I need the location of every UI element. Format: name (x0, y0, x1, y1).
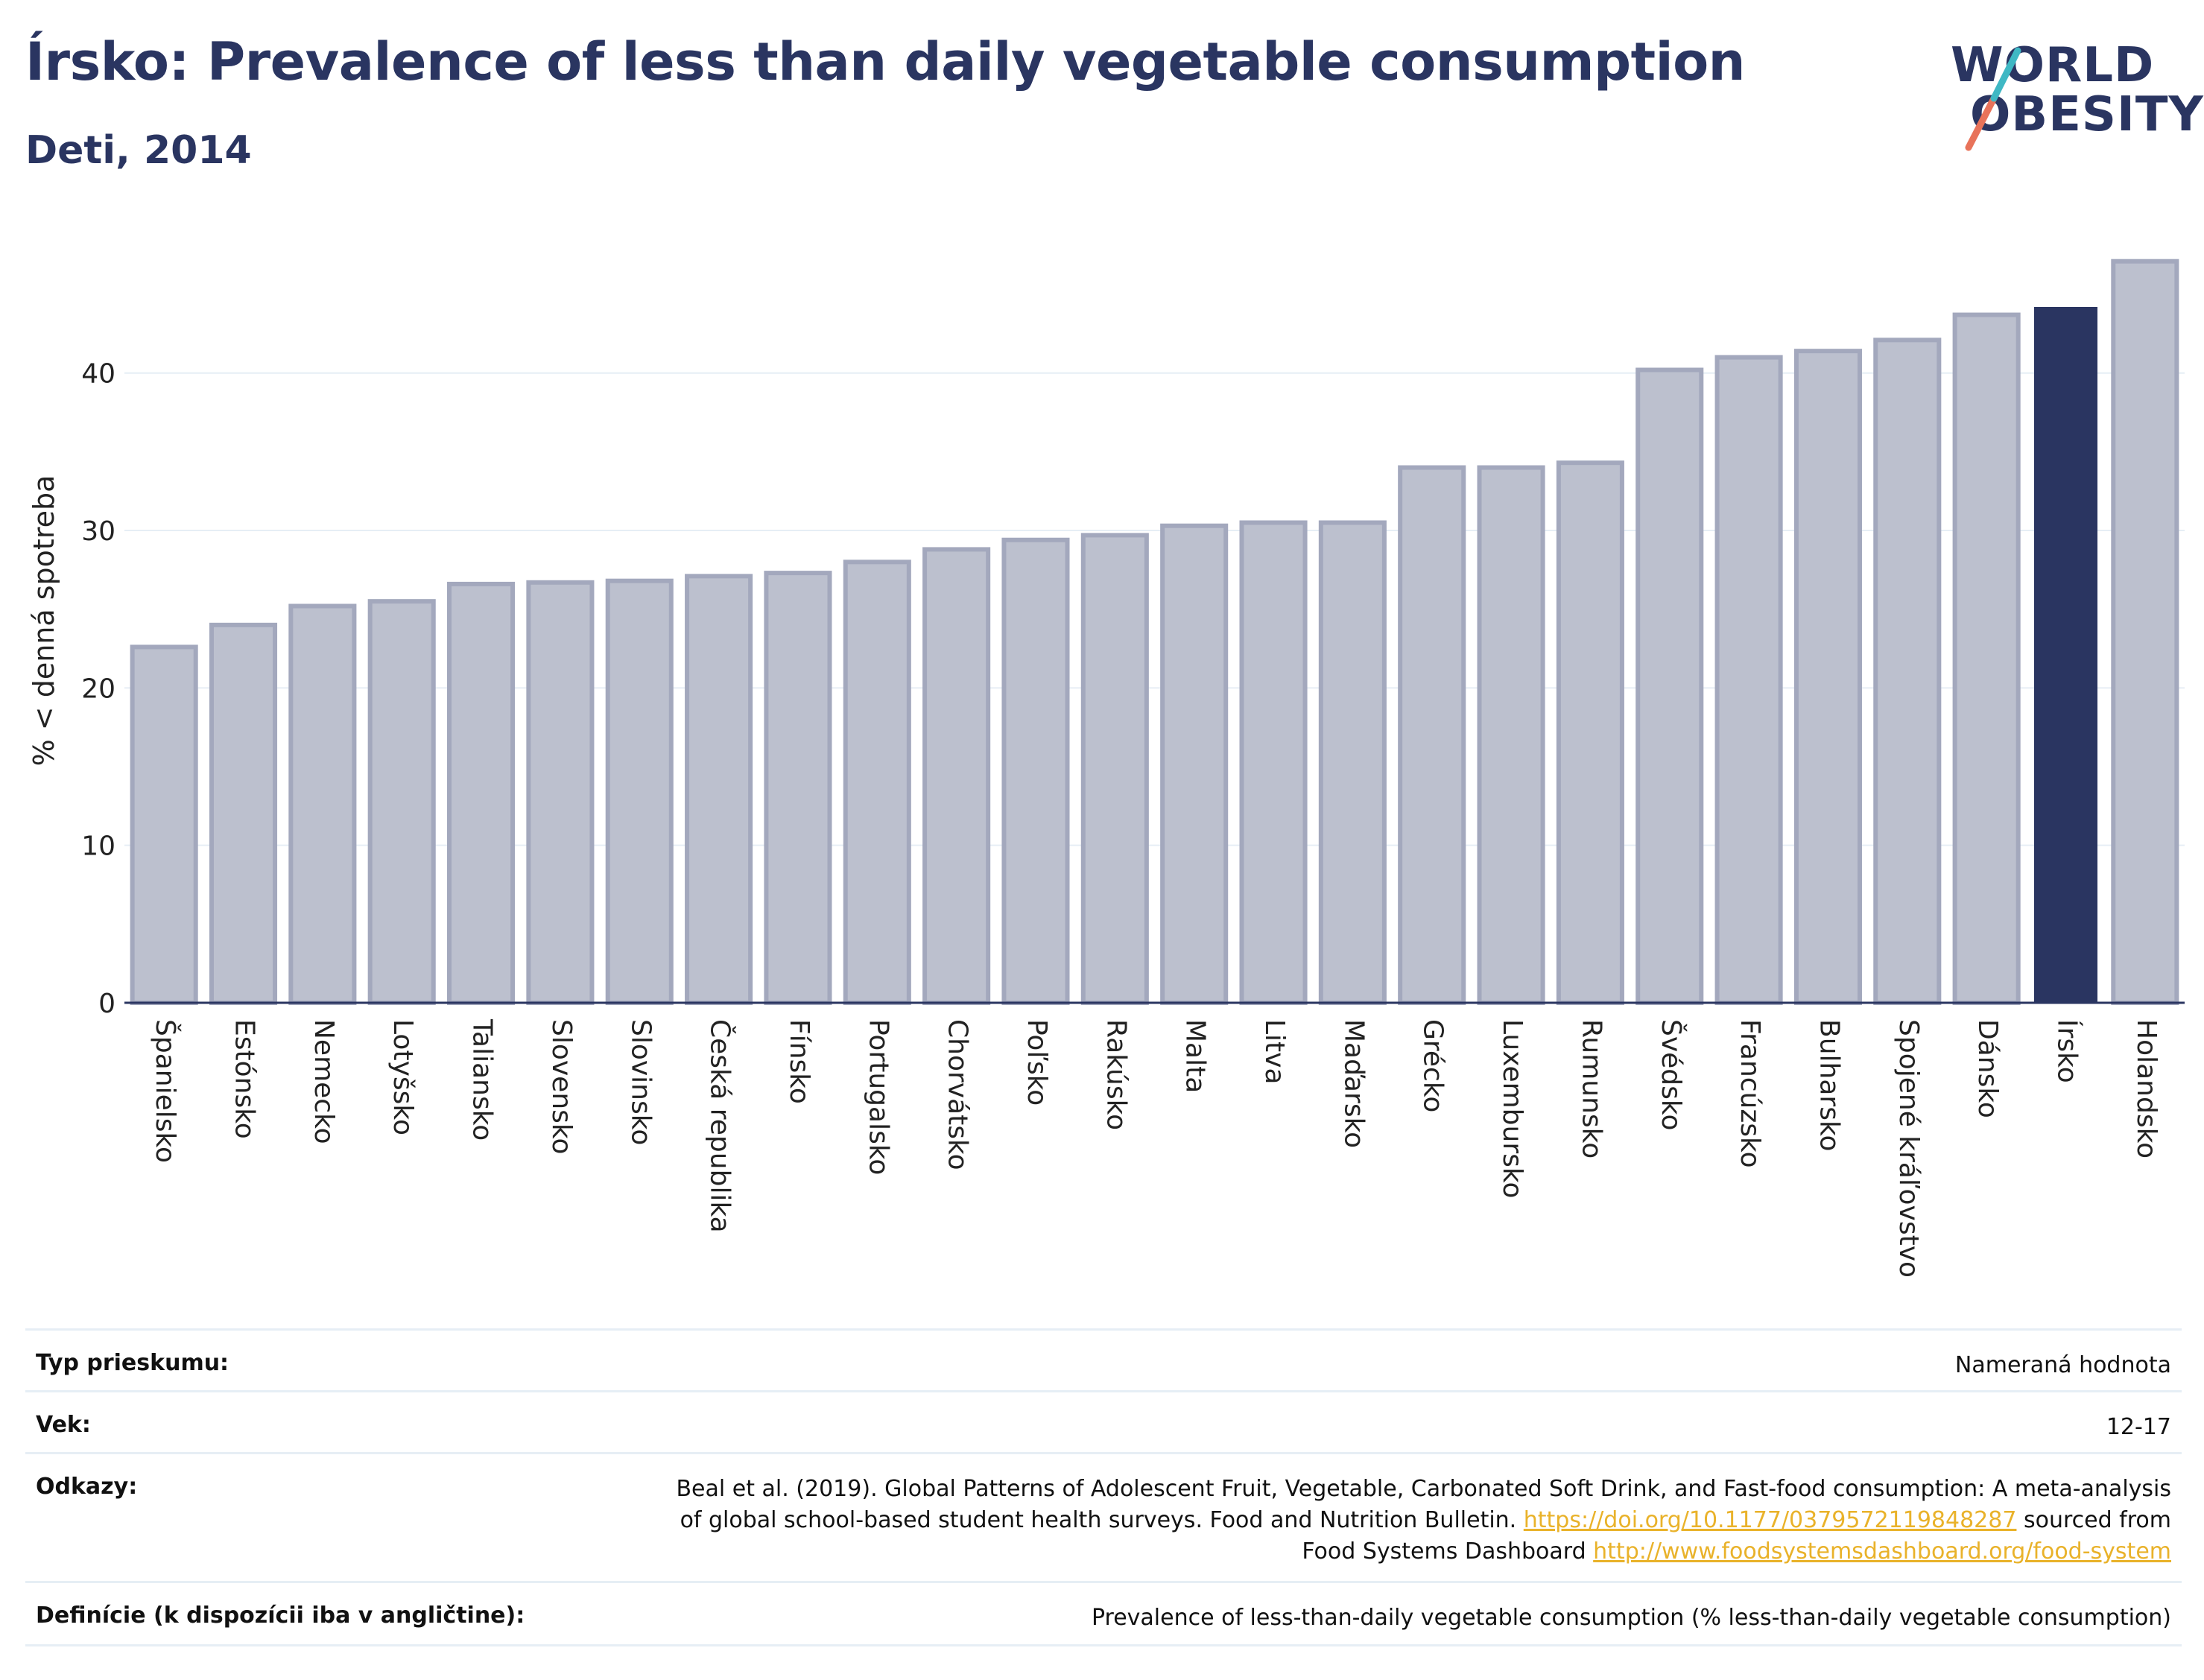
info-table: Typ prieskumu: Nameraná hodnota Vek: 12-… (25, 1328, 2182, 1646)
x-tick-label: Portugalsko (863, 1019, 893, 1175)
x-tick-label: Dánsko (1972, 1019, 2003, 1118)
bar (130, 644, 198, 1005)
y-tick-label: 10 (81, 831, 115, 862)
x-tick-label: Chorvátsko (943, 1019, 973, 1170)
y-axis-ticks: 0 10 20 30 40 (81, 359, 115, 1019)
x-tick-label: Luxembursko (1497, 1019, 1527, 1198)
bar-chart: 0 10 20 30 40 Španielsko Estónsko Nemecko Lotyš… (28, 259, 2185, 1278)
x-tick-label: Maďarsko (1338, 1019, 1369, 1148)
x-tick-label: Švédsko (1656, 1019, 1687, 1131)
x-tick-label: Litva (1259, 1019, 1290, 1085)
age-value: 12-17 (2106, 1414, 2171, 1440)
bar (1556, 460, 1624, 1005)
x-tick-label: Rumunsko (1576, 1019, 1606, 1158)
y-tick-label: 0 (98, 989, 115, 1019)
x-tick-label: Malta (1180, 1019, 1211, 1093)
x-tick-label: Írsko (2051, 1019, 2083, 1083)
bar (764, 571, 832, 1005)
chart-subtitle: Deti, 2014 (25, 128, 252, 173)
chart-title: Írsko: Prevalence of less than daily veg… (25, 31, 1746, 92)
x-tick-label: Španielsko (150, 1019, 181, 1163)
bar (2033, 306, 2098, 1003)
bar (1239, 520, 1308, 1005)
x-tick-label: Spojené kráľovstvo (1893, 1019, 1924, 1278)
bar (685, 574, 753, 1005)
bar (1635, 367, 1704, 1005)
logo-text-obesity: OBESITY (1970, 87, 2204, 142)
x-tick-label: Slovinsko (625, 1019, 656, 1145)
bar (1793, 349, 1862, 1005)
x-tick-label: Slovensko (546, 1019, 577, 1155)
info-row-references: Odkazy: Beal et al. (2019). Global Patte… (25, 1452, 2182, 1581)
bar (1477, 465, 1545, 1005)
bar (922, 547, 991, 1005)
references-line-1: Beal et al. (2019). Global Patterns of A… (676, 1476, 2171, 1502)
bar (1873, 337, 1942, 1005)
references-line-2-suffix: sourced from (2016, 1507, 2171, 1533)
logo-slash-icon (1965, 47, 2021, 151)
x-tick-label: Česká republika (705, 1019, 736, 1233)
bar (447, 581, 516, 1005)
info-row-age: Vek: 12-17 (25, 1390, 2182, 1452)
references-value: Beal et al. (2019). Global Patterns of A… (676, 1474, 2171, 1568)
age-label: Vek: (36, 1412, 91, 1438)
x-axis-labels: Španielsko Estónsko Nemecko Lotyšsko Talians… (150, 1018, 2162, 1278)
x-tick-label: Lotyšsko (387, 1019, 418, 1135)
info-row-survey-type: Typ prieskumu: Nameraná hodnota (25, 1328, 2182, 1390)
bar (526, 580, 595, 1005)
bar (209, 622, 278, 1006)
references-label: Odkazy: (36, 1474, 138, 1500)
bar (1398, 465, 1466, 1005)
y-tick-label: 40 (81, 359, 115, 390)
bar (367, 599, 436, 1005)
bar (605, 578, 674, 1005)
definitions-label: Definície (k dispozícii iba v angličtine… (36, 1603, 525, 1629)
bar (1714, 355, 1783, 1005)
bar (288, 603, 357, 1005)
y-tick-label: 20 (81, 673, 115, 704)
bar (1318, 520, 1387, 1005)
bar (2111, 259, 2179, 1005)
info-row-definitions: Definície (k dispozícii iba v angličtine… (25, 1581, 2182, 1646)
x-tick-label: Fínsko (784, 1019, 814, 1104)
x-tick-label: Grécko (1418, 1019, 1448, 1112)
y-axis-label: % < denná spotreba (28, 475, 60, 767)
logo-text-world: WORLD (1951, 38, 2155, 93)
bar (1160, 523, 1229, 1005)
x-tick-label: Bulharsko (1814, 1019, 1844, 1152)
bars (130, 259, 2179, 1006)
bar (1080, 533, 1149, 1005)
x-tick-label: Estónsko (229, 1019, 260, 1139)
references-line-3-text: Food Systems Dashboard (1302, 1538, 1594, 1565)
y-tick-label: 30 (81, 516, 115, 547)
survey-type-value: Nameraná hodnota (1954, 1352, 2171, 1378)
x-tick-label: Poľsko (1022, 1019, 1052, 1106)
references-line-2-text: of global school-based student health su… (680, 1507, 1524, 1533)
bar (843, 560, 911, 1005)
x-tick-label: Holandsko (2131, 1019, 2162, 1158)
survey-type-label: Typ prieskumu: (36, 1350, 229, 1376)
definitions-value: Prevalence of less-than-daily vegetable … (1091, 1605, 2171, 1631)
x-tick-label: Rakúsko (1101, 1019, 1131, 1130)
bar (1001, 537, 1070, 1005)
world-obesity-logo: WORLD OBESITY (1937, 30, 2203, 164)
x-tick-label: Taliansko (467, 1018, 498, 1141)
x-tick-label: Francúzsko (1735, 1019, 1765, 1168)
x-tick-label: Nemecko (308, 1019, 339, 1144)
bar (1952, 312, 2021, 1005)
doi-link[interactable]: https://doi.org/10.1177/0379572119848287 (1523, 1507, 2017, 1533)
food-systems-link[interactable]: http://www.foodsystemsdashboard.org/food… (1593, 1538, 2171, 1565)
